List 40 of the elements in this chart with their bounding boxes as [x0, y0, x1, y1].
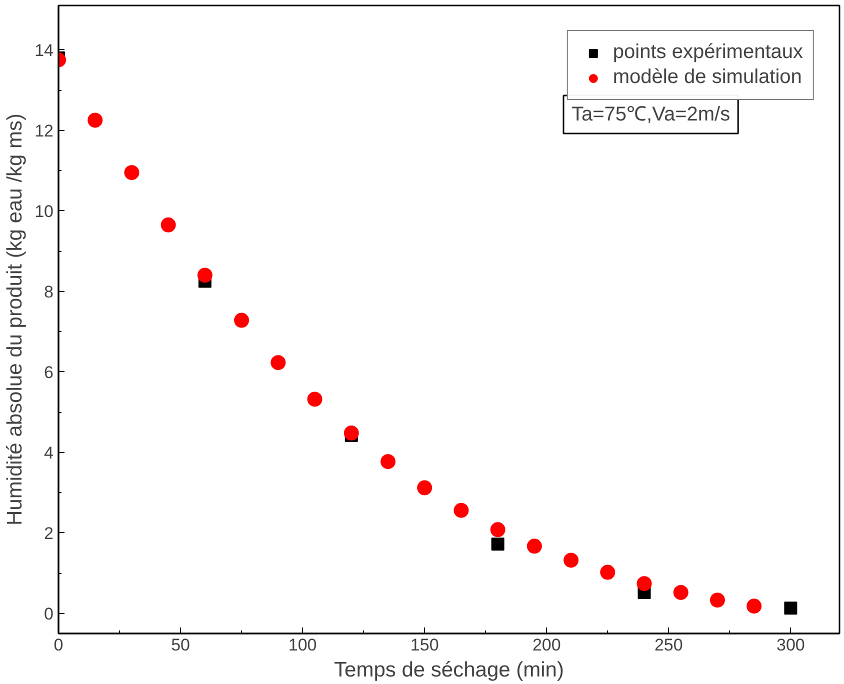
point [234, 312, 250, 328]
legend-label: modèle de simulation [612, 66, 802, 89]
point [491, 538, 504, 551]
point [673, 584, 688, 600]
point [526, 538, 542, 554]
point [600, 564, 616, 580]
point [270, 355, 286, 370]
legend-label: points expérimentaux [612, 41, 803, 64]
y-tick-label: 0 [44, 604, 54, 624]
y-tick-label: 6 [44, 362, 54, 382]
y-tick-label: 14 [34, 40, 54, 60]
point [380, 454, 396, 470]
point [197, 268, 212, 283]
point [88, 112, 103, 128]
x-tick-label: 200 [532, 636, 561, 654]
x-tick-label: 300 [776, 636, 805, 654]
x-tick-label: 250 [654, 636, 683, 654]
point [784, 602, 798, 615]
point [636, 576, 652, 592]
point [746, 598, 762, 614]
point [344, 426, 359, 441]
y-axis-title: Humidité absolue du produit (kg eau /kg ms) [4, 113, 27, 526]
point [710, 592, 725, 608]
x-tick-label: 150 [410, 636, 439, 654]
y-tick-label: 4 [44, 443, 54, 462]
x-tick-label: 50 [171, 636, 190, 654]
point [564, 552, 579, 568]
y-tick-label: 10 [34, 202, 54, 221]
point [454, 502, 469, 518]
y-tick-label: 8 [44, 282, 54, 302]
y-tick-label: 2 [44, 524, 54, 543]
x-axis-title: Temps de séchage (min) [334, 658, 564, 682]
point [417, 480, 432, 496]
x-tick-label: 100 [288, 636, 317, 654]
y-tick-label: 12 [34, 121, 54, 140]
point [490, 522, 506, 538]
annotation: Ta=75℃,Va=2m/s [572, 104, 730, 126]
point [160, 217, 176, 232]
point [307, 392, 322, 407]
point [124, 165, 140, 180]
